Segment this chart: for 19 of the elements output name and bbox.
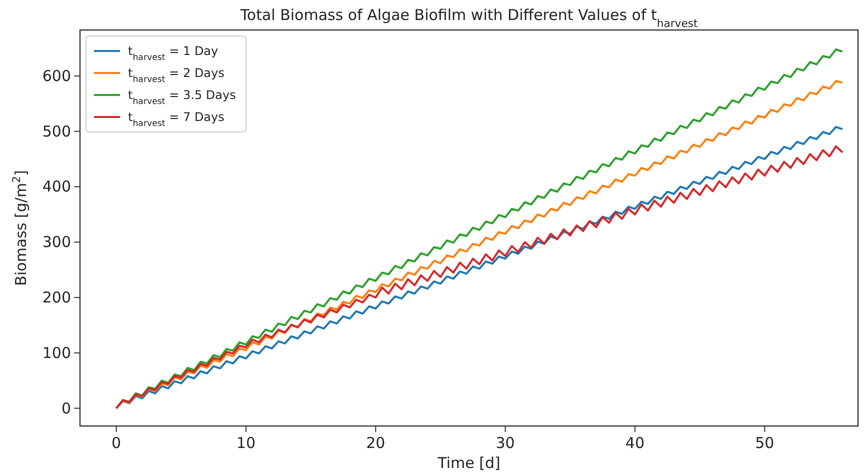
- legend-label: t$_{harvest}$ = 7 Days: [128, 110, 224, 129]
- x-axis-title: Time [d]: [436, 454, 500, 472]
- x-tick-label: 40: [625, 434, 645, 452]
- legend-label: t$_{harvest}$ = 3.5 Days: [128, 88, 236, 107]
- chart-title: Total Biomass of Algae Biofilm with Different Values of t$_{harvest}$: [239, 6, 698, 30]
- y-tick-label: 300: [42, 233, 71, 252]
- x-tick-label: 10: [236, 434, 256, 452]
- x-tick-label: 50: [755, 434, 774, 452]
- x-tick-label: 30: [496, 434, 515, 452]
- y-tick-label: 200: [42, 288, 71, 307]
- y-tick-label: 0: [61, 399, 71, 418]
- x-tick-label: 20: [366, 434, 386, 452]
- y-tick-label: 600: [42, 66, 71, 85]
- x-tick-label: 0: [112, 434, 122, 452]
- legend-label: t$_{harvest}$ = 2 Days: [128, 66, 224, 85]
- y-tick-label: 500: [42, 122, 71, 140]
- y-tick-label: 100: [42, 344, 71, 362]
- legend-label: t$_{harvest}$ = 1 Day: [128, 44, 218, 63]
- y-tick-label: 400: [42, 178, 71, 196]
